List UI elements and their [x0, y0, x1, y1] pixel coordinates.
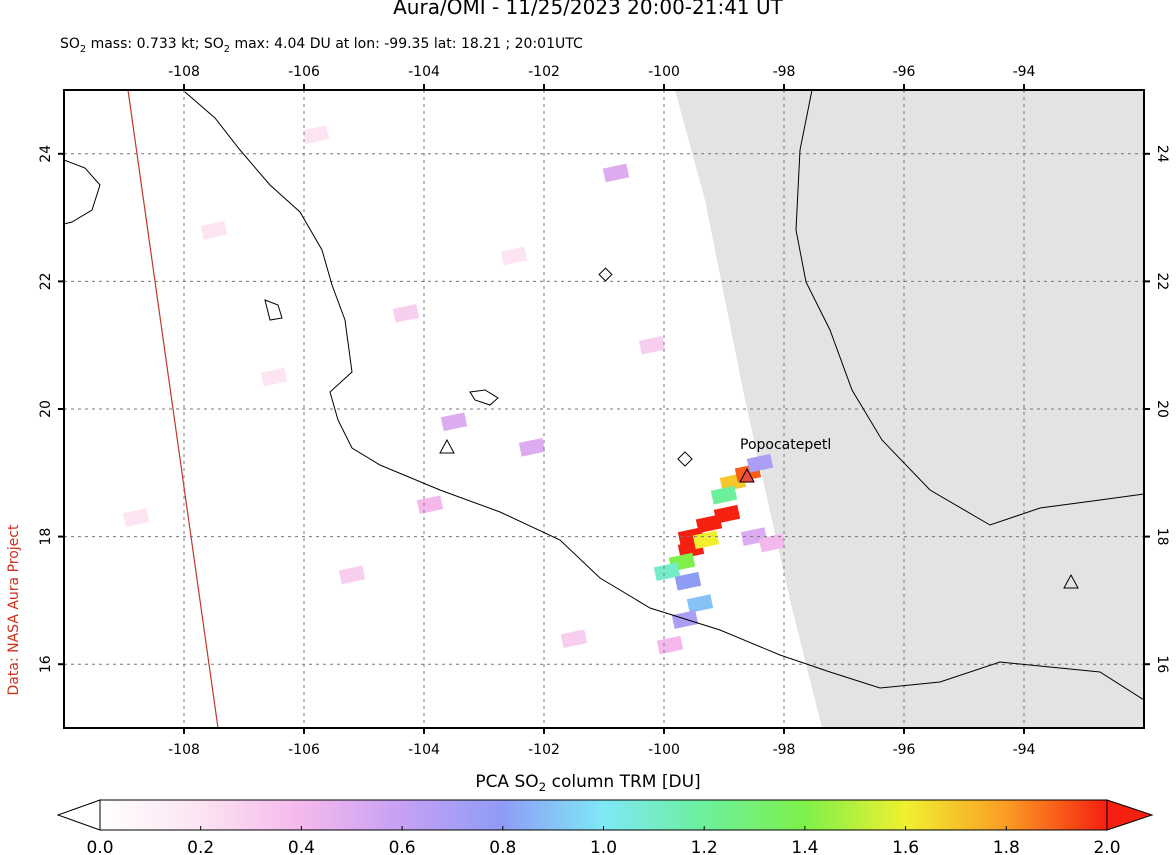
- so2-pixel: [746, 453, 774, 473]
- y-tick-label: 18: [38, 528, 54, 546]
- x-tick-label: -102: [528, 64, 560, 80]
- grid: [64, 90, 1144, 728]
- subscript: 2: [539, 780, 547, 794]
- so2-pixel: [392, 303, 420, 323]
- x-tick-label: -98: [773, 742, 796, 758]
- text-run: PCA SO: [475, 772, 538, 792]
- x-tick-label: -106: [288, 742, 320, 758]
- so2-pixel: [602, 163, 630, 183]
- colorbar-tick-label: 0.2: [187, 838, 214, 855]
- so2-pixel: [710, 485, 738, 505]
- text-run: column TRM [DU]: [546, 772, 700, 792]
- y-tick-label: 22: [1154, 272, 1170, 290]
- colorbar-tick-label: 2.0: [1093, 838, 1120, 855]
- text-run: max: 4.04 DU at lon: -99.35 lat: 18.21 ;…: [230, 36, 583, 52]
- so2-pixel: [686, 594, 714, 613]
- x-tick-label: -108: [168, 742, 200, 758]
- x-tick-label: -94: [1013, 64, 1036, 80]
- x-tick-label: -104: [408, 64, 440, 80]
- colorbar: [99, 799, 1108, 831]
- x-tick-label: -108: [168, 64, 200, 80]
- gulf-coastline: [795, 90, 1144, 526]
- x-tick-label: -104: [408, 742, 440, 758]
- so2-pixel: [500, 246, 528, 266]
- so2-pixel: [758, 533, 786, 553]
- x-tick-label: -100: [648, 64, 680, 80]
- y-tick-label: 24: [38, 145, 54, 163]
- text-run: SO: [60, 36, 80, 52]
- subscript: 2: [224, 44, 230, 55]
- colorbar-low-extension: [56, 799, 101, 831]
- so2-pixel: [122, 508, 150, 527]
- volcano-label: Popocatepetl: [740, 437, 831, 453]
- axes: -108 -108 -106 -106 -104 -104 -102 -102 -100 -100…: [38, 64, 1170, 758]
- subtitle: SO2 mass: 0.733 kt; SO2 max: 4.04 DU at …: [60, 36, 583, 55]
- colorbar-label: PCA SO2 column TRM [DU]: [475, 772, 700, 794]
- y-tick-label: 16: [38, 655, 54, 673]
- so2-pixel: [416, 495, 444, 515]
- colorbar-tick-label: 0.6: [389, 838, 416, 855]
- colorbar-tick-label: 1.0: [590, 838, 617, 855]
- site-marker: [598, 267, 613, 282]
- colorbar-tick-label: 0.0: [86, 838, 113, 855]
- colorbar-high-extension: [1106, 799, 1154, 831]
- so2-pixel: [338, 565, 366, 585]
- lakes: [264, 299, 499, 406]
- so2-pixel: [260, 367, 288, 387]
- title: Aura/OMI - 11/25/2023 20:00-21:41 UT: [393, 0, 784, 19]
- volcano-marker: [739, 467, 755, 483]
- baja-coastline: [64, 159, 101, 225]
- x-tick-label: -96: [893, 742, 916, 758]
- y-tick-label: 18: [1154, 528, 1170, 546]
- colorbar-tick-label: 1.4: [791, 838, 818, 855]
- x-tick-label: -98: [773, 64, 796, 80]
- so2-pixel: [695, 514, 723, 534]
- x-tick-label: -96: [893, 64, 916, 80]
- so2-pixel: [653, 562, 681, 582]
- colorbar-tick-label: 0.8: [489, 838, 516, 855]
- pacific-coastline: [184, 91, 1144, 701]
- x-tick-label: -102: [528, 742, 560, 758]
- credit: Data: NASA Aura Project: [6, 524, 22, 695]
- y-tick-label: 20: [1154, 400, 1170, 418]
- colorbar-tick-label: 1.8: [993, 838, 1020, 855]
- no-data-region: [675, 90, 1144, 728]
- so2-pixel: [671, 610, 699, 629]
- so2-pixel: [692, 530, 720, 550]
- y-tick-label: 22: [38, 272, 54, 290]
- so2-pixel: [200, 221, 228, 240]
- y-tick-label: 16: [1154, 655, 1170, 673]
- colorbar-tick-label: 0.4: [288, 838, 315, 855]
- colorbar-tick-label: 1.2: [691, 838, 718, 855]
- so2-pixel: [656, 635, 684, 655]
- volcano-marker: [1063, 573, 1079, 589]
- x-tick-label: -94: [1013, 742, 1036, 758]
- subscript: 2: [80, 44, 86, 55]
- x-tick-label: -106: [288, 64, 320, 80]
- orbit-edge: [127, 90, 219, 728]
- y-tick-label: 20: [38, 400, 54, 418]
- so2-pixel: [674, 571, 702, 591]
- text-run: mass: 0.733 kt; SO: [86, 36, 224, 52]
- so2-pixel: [560, 629, 588, 649]
- so2-pixel: [518, 437, 546, 457]
- x-tick-label: -100: [648, 742, 680, 758]
- map-area: Popocatepetl: [64, 90, 1144, 728]
- colorbar-tick-label: 1.6: [892, 838, 919, 855]
- so2-pixel: [302, 125, 330, 145]
- so2-pixel: [638, 335, 666, 355]
- so2-pixel: [440, 412, 468, 432]
- y-tick-label: 24: [1154, 145, 1170, 163]
- volcano-marker: [439, 438, 455, 454]
- so2-pixel: [713, 504, 741, 524]
- site-marker: [677, 451, 693, 467]
- so2-pixels: [122, 125, 786, 655]
- colorbar-ticks: 0.0 0.2 0.4 0.6 0.8 1.0 1.2 1.4 1.6 1.8 2.0: [86, 826, 1121, 855]
